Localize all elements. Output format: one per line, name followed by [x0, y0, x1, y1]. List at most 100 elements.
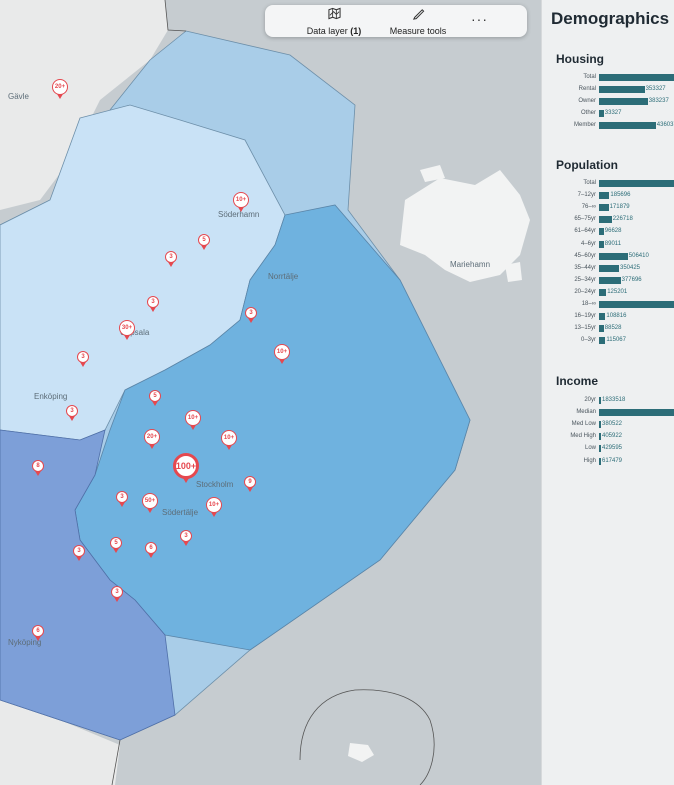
place-label: Uppsala — [120, 328, 150, 337]
stat-value: 88528 — [604, 325, 622, 332]
stat-bar — [599, 288, 607, 296]
pin-tail — [190, 425, 196, 430]
stat-value: 383237 — [648, 98, 669, 105]
stat-label: Owner — [578, 98, 596, 105]
pin-tail — [183, 541, 189, 546]
stat-label: 61–64yr — [574, 228, 596, 235]
stat-row: Med High 405922 — [542, 432, 674, 441]
stat-label: 65–75yr — [574, 216, 596, 223]
stat-value: 96628 — [604, 228, 622, 235]
stat-bar — [599, 421, 601, 429]
stat-label: Total — [583, 74, 596, 80]
map-toolbar: Data layer (1) Measure tools ··· — [265, 5, 527, 37]
stat-bar — [599, 252, 628, 260]
stat-label: 16–19yr — [574, 313, 596, 320]
pin-tail — [57, 94, 63, 99]
cluster-count: 10+ — [274, 344, 290, 360]
stat-value: 617479 — [602, 457, 623, 464]
stat-value: 405922 — [602, 433, 623, 440]
stat-row: 25–34yr 377696 — [542, 276, 674, 285]
stat-row: Rental 353327 — [542, 85, 674, 94]
stat-label: 13–15yr — [574, 325, 596, 332]
stat-row: Member 436037 — [542, 121, 674, 130]
cluster-count: 30+ — [119, 320, 135, 336]
stat-bar — [599, 445, 601, 453]
stat-value: 108816 — [606, 313, 627, 320]
stat-bar — [599, 313, 606, 321]
stat-row: 7–12yr 185696 — [542, 191, 674, 200]
stat-row: 20yr 1833518 — [542, 396, 674, 405]
stat-label: Low — [584, 445, 596, 452]
stat-row: 35–44yr 350425 — [542, 264, 674, 273]
stat-bar — [599, 228, 604, 236]
stat-bar — [599, 74, 674, 81]
sea-boundary-2 — [164, 0, 187, 32]
stat-bar — [599, 457, 601, 465]
more-options-button[interactable]: ··· — [471, 11, 488, 27]
sea-boundary — [299, 689, 435, 785]
measure-tools-label: Measure tools — [389, 25, 447, 36]
stat-row: 18–∞ — [542, 300, 674, 309]
place-label: Södertälje — [162, 508, 199, 517]
place-label: Stockholm — [196, 480, 234, 489]
panel-title: Demographics — [551, 9, 670, 28]
stat-value: 171879 — [609, 204, 630, 211]
pin-tail — [76, 556, 82, 561]
stat-bar — [599, 409, 674, 417]
place-label: Mariehamn — [450, 260, 491, 269]
pin-tail — [211, 512, 217, 517]
data-layer-button[interactable]: Data layer (1) — [299, 5, 369, 37]
sea-boundary-3 — [111, 739, 121, 785]
stat-value: 1833518 — [602, 397, 626, 403]
pin-tail — [149, 444, 155, 449]
cluster-count: 3 — [116, 491, 128, 503]
place-label: Söderhamn — [218, 210, 260, 219]
stat-bar — [599, 325, 604, 333]
stat-row: Owner 383237 — [542, 97, 674, 106]
pin-tail — [113, 548, 119, 553]
pin-tail — [147, 508, 153, 513]
cluster-count: 10+ — [185, 410, 201, 426]
stat-bar — [599, 192, 610, 200]
stat-bar — [599, 433, 601, 441]
aland-islands — [400, 165, 530, 282]
stat-label: Med Low — [571, 421, 596, 428]
stat-bar — [599, 216, 612, 224]
stat-label: 4–6yr — [580, 240, 596, 247]
measure-tools-button[interactable]: Measure tools — [385, 5, 451, 37]
stat-row: Med Low 380522 — [542, 420, 674, 429]
stat-row: 20–24yr 125201 — [542, 288, 674, 297]
demographics-panel: Demographics Housing Total Rental 353327 Own… — [541, 0, 674, 785]
data-layer-label: Data layer — [306, 25, 348, 36]
stat-row: Median — [542, 408, 674, 417]
stat-value: 380522 — [602, 421, 623, 428]
stat-row: Other 33327 — [542, 109, 674, 118]
place-label: Gävle — [8, 92, 29, 101]
stat-label: Other — [580, 110, 596, 117]
stat-value: 33327 — [604, 110, 622, 117]
stat-label: 7–12yr — [577, 192, 596, 199]
pin-tail — [35, 636, 41, 641]
section-title-income: Income — [556, 374, 599, 388]
section-title-housing: Housing — [556, 52, 604, 66]
stat-bar — [599, 240, 604, 248]
stat-value: 429595 — [602, 445, 623, 452]
place-label: Norrtälje — [268, 272, 299, 281]
pin-tail — [35, 471, 41, 476]
stat-label: Total — [583, 180, 596, 186]
cluster-count: 10+ — [206, 497, 222, 513]
stat-label: High — [583, 457, 596, 464]
pin-tail — [114, 597, 120, 602]
mainland-south — [0, 700, 120, 785]
data-layer-count: (1) — [350, 25, 362, 36]
pin-tail — [201, 245, 207, 250]
stat-row: Low 429595 — [542, 444, 674, 453]
stat-label: 35–44yr — [574, 264, 596, 271]
pin-tail — [226, 445, 232, 450]
stat-row: 0–3yr 115067 — [542, 336, 674, 345]
section-title-population: Population — [556, 158, 618, 172]
cluster-count: 10+ — [221, 430, 237, 446]
place-label: Enköping — [34, 392, 68, 401]
pin-tail — [148, 553, 154, 558]
pin-tail — [168, 262, 174, 267]
